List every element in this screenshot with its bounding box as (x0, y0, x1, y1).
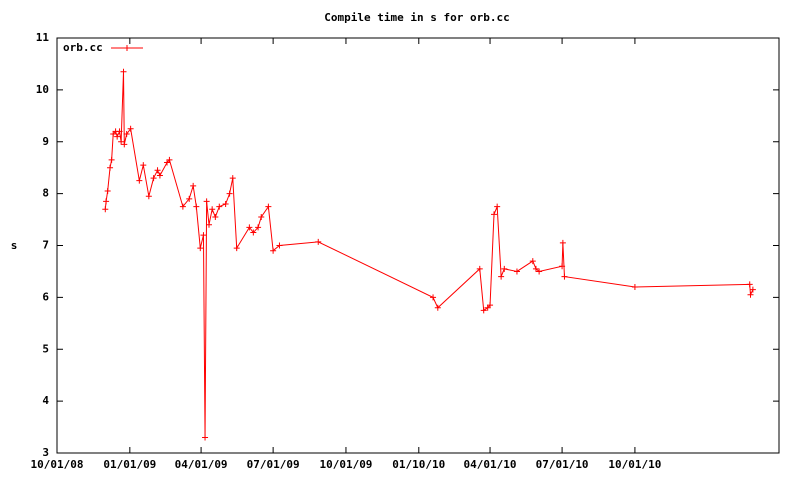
point (561, 273, 568, 280)
point (529, 258, 536, 265)
point (202, 434, 209, 441)
point (487, 302, 494, 309)
point (206, 221, 212, 228)
point (233, 245, 240, 252)
point (747, 291, 754, 298)
point (116, 128, 123, 135)
point (190, 182, 197, 189)
plot-frame (56, 37, 780, 454)
x-tick-label: 10/01/08 (31, 458, 84, 471)
point (150, 175, 157, 182)
point (276, 242, 283, 249)
point (103, 198, 110, 205)
point (156, 172, 163, 179)
point (104, 188, 111, 195)
point (200, 232, 207, 239)
point (222, 201, 229, 207)
series-line (104, 71, 754, 438)
x-tick-label: 07/01/09 (247, 458, 300, 471)
point (127, 125, 134, 132)
y-tick-label: 7 (42, 239, 49, 252)
point (102, 206, 109, 213)
y-tick-label: 3 (42, 446, 49, 459)
point (209, 206, 216, 213)
point (193, 203, 200, 210)
point (250, 229, 257, 236)
x-tick-label: 01/01/09 (103, 458, 156, 471)
x-tick-label: 10/01/10 (608, 458, 661, 471)
point (631, 284, 638, 290)
point (136, 177, 143, 184)
point (107, 164, 114, 171)
point (559, 239, 566, 246)
y-tick-label: 6 (42, 290, 49, 303)
point (246, 224, 253, 231)
point (212, 213, 219, 220)
point (749, 286, 756, 293)
point (120, 68, 127, 75)
point (203, 198, 210, 205)
point (186, 195, 193, 202)
point (118, 138, 125, 145)
point (216, 203, 223, 210)
y-tick-label: 9 (42, 135, 49, 148)
point (154, 167, 161, 174)
point (746, 281, 753, 288)
legend-swatch (111, 45, 143, 51)
point (501, 265, 508, 272)
legend-label: orb.cc (63, 41, 103, 54)
x-tick-label: 04/01/09 (175, 458, 228, 471)
point (476, 265, 483, 272)
point (123, 130, 130, 137)
x-tick-label: 07/01/10 (536, 458, 589, 471)
point (265, 203, 272, 210)
x-tick-label: 10/01/09 (319, 458, 372, 471)
point (226, 190, 233, 197)
x-tick-label: 04/01/10 (464, 458, 517, 471)
point (140, 162, 147, 169)
point (480, 307, 487, 314)
point (559, 263, 566, 270)
point (258, 213, 265, 220)
y-axis-label: s (11, 239, 18, 252)
y-tick-label: 8 (42, 187, 49, 200)
point (532, 265, 539, 272)
x-tick-label: 01/10/10 (392, 458, 445, 471)
y-tick-label: 10 (36, 83, 49, 96)
y-tick-label: 5 (42, 342, 49, 355)
point (498, 273, 505, 280)
y-tick-label: 11 (36, 31, 50, 44)
point (255, 224, 262, 231)
point (434, 304, 441, 311)
point (430, 294, 437, 301)
point (494, 203, 501, 210)
point (145, 193, 152, 200)
point (197, 245, 204, 252)
point (108, 156, 115, 163)
point (121, 141, 128, 148)
point (513, 268, 520, 275)
point (114, 133, 121, 140)
point (166, 156, 173, 163)
y-tick-label: 4 (42, 394, 49, 407)
point (536, 268, 543, 275)
point (229, 175, 236, 182)
point (315, 238, 322, 245)
point (270, 247, 277, 254)
point (179, 203, 186, 210)
point (491, 211, 497, 218)
chart-title: Compile time in s for orb.cc (324, 11, 509, 24)
